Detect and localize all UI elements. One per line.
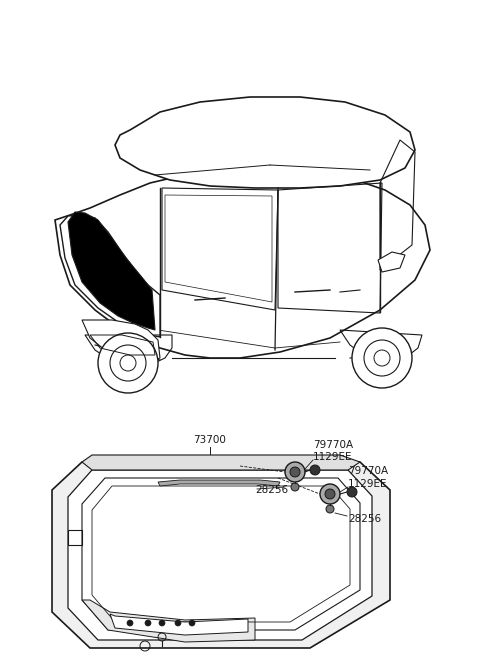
- Text: 73700: 73700: [193, 435, 227, 445]
- Circle shape: [352, 328, 412, 388]
- Circle shape: [159, 620, 165, 626]
- Circle shape: [291, 483, 299, 491]
- Polygon shape: [68, 212, 155, 330]
- Polygon shape: [115, 97, 415, 188]
- Circle shape: [347, 487, 357, 497]
- Polygon shape: [82, 478, 360, 630]
- Circle shape: [145, 620, 151, 626]
- Text: 28256: 28256: [255, 485, 288, 495]
- Circle shape: [285, 462, 305, 482]
- Text: 28256: 28256: [348, 514, 381, 524]
- Text: 1129EE: 1129EE: [348, 479, 387, 489]
- Polygon shape: [110, 614, 248, 635]
- Polygon shape: [378, 252, 405, 272]
- Polygon shape: [52, 462, 390, 648]
- Polygon shape: [60, 215, 160, 337]
- Polygon shape: [82, 320, 160, 360]
- Text: 79770A: 79770A: [348, 466, 388, 476]
- Circle shape: [98, 333, 158, 393]
- Polygon shape: [158, 480, 280, 486]
- Text: 79770A: 79770A: [313, 440, 353, 450]
- Circle shape: [310, 465, 320, 475]
- Circle shape: [175, 620, 181, 626]
- Circle shape: [290, 467, 300, 477]
- Polygon shape: [82, 455, 360, 470]
- Text: 1129EE: 1129EE: [313, 452, 352, 462]
- Circle shape: [127, 620, 133, 626]
- Circle shape: [326, 505, 334, 513]
- Circle shape: [325, 489, 335, 499]
- Circle shape: [320, 484, 340, 504]
- Polygon shape: [55, 170, 430, 358]
- Polygon shape: [82, 600, 255, 642]
- Polygon shape: [68, 470, 372, 640]
- Circle shape: [189, 620, 195, 626]
